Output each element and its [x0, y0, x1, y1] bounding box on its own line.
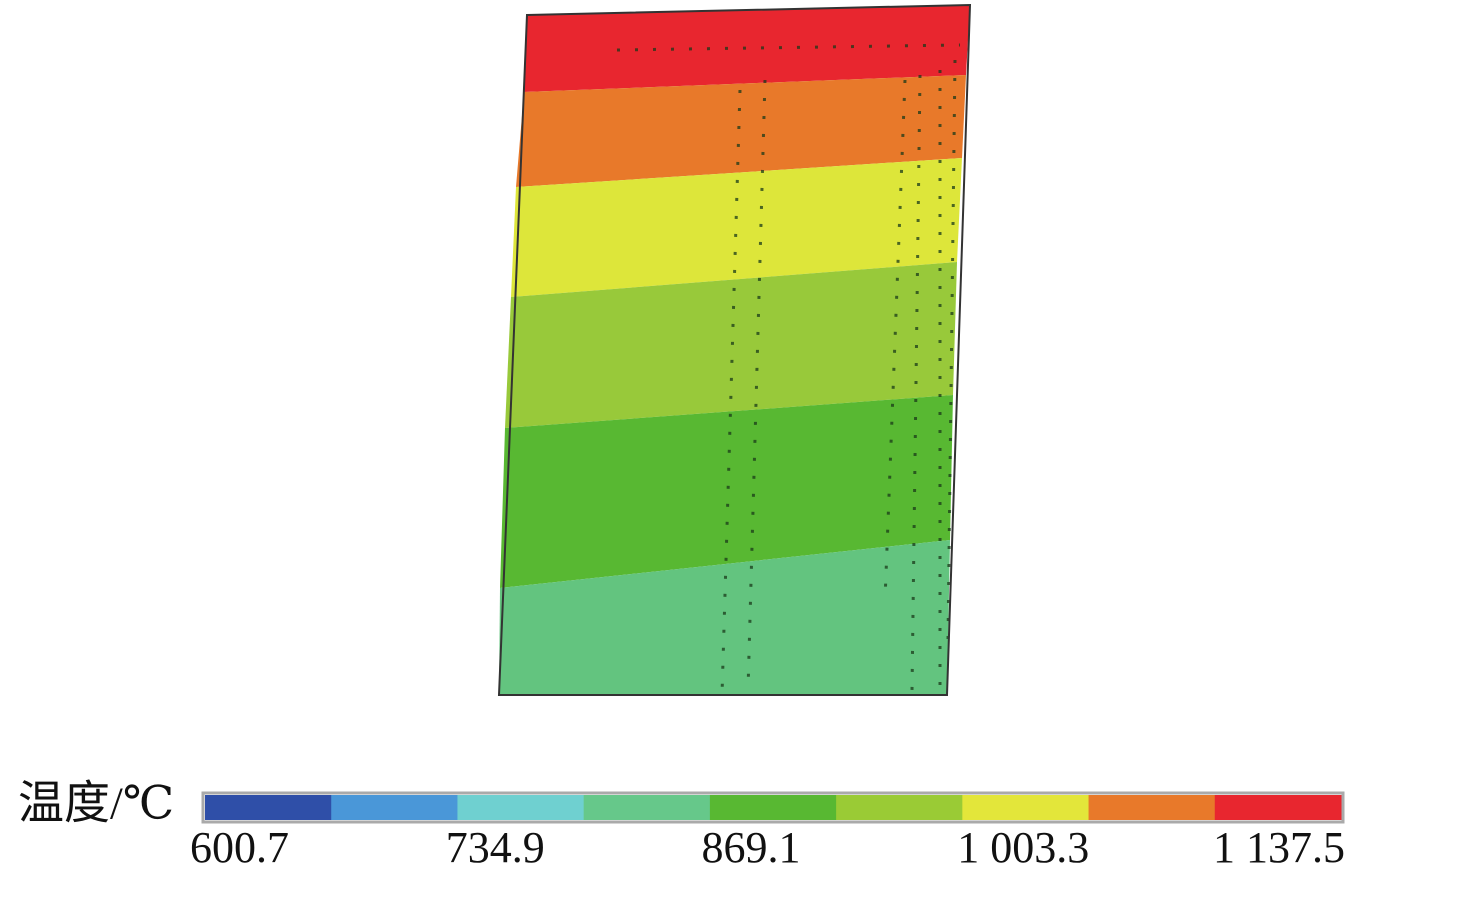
colorbar-segment	[1214, 795, 1342, 820]
colorbar-segment	[205, 795, 332, 820]
band-red	[524, 5, 970, 92]
band-green	[500, 395, 953, 588]
colorbar-tick-label: 600.7	[190, 823, 289, 872]
band-yellow	[511, 158, 962, 297]
colorbar-tick-label: 734.9	[446, 823, 545, 872]
colorbar-segment	[331, 795, 458, 820]
colorbar-segment	[836, 795, 963, 820]
band-light-green	[499, 540, 950, 695]
colorbar-segment	[457, 795, 585, 820]
colorbar-tick-label: 869.1	[702, 823, 801, 872]
blade	[497, 3, 972, 696]
colorbar-segment	[962, 795, 1090, 820]
colorbar-segment	[583, 795, 711, 820]
colorbar-frame	[201, 791, 1345, 824]
band-orange	[516, 75, 966, 187]
colorbar: 600.7 734.9 869.1 1 003.3 1 137.5	[190, 795, 1345, 872]
colorbar-segment	[709, 795, 837, 820]
colorbar-title: 温度/℃	[18, 778, 174, 829]
colorbar-segment	[1088, 795, 1216, 820]
band-yellow-green	[505, 262, 957, 428]
colorbar-tick-label: 1 003.3	[957, 823, 1089, 872]
blade-outline	[497, 3, 972, 696]
colorbar-tick-label: 1 137.5	[1213, 823, 1345, 872]
cooling-holes	[616, 43, 961, 696]
